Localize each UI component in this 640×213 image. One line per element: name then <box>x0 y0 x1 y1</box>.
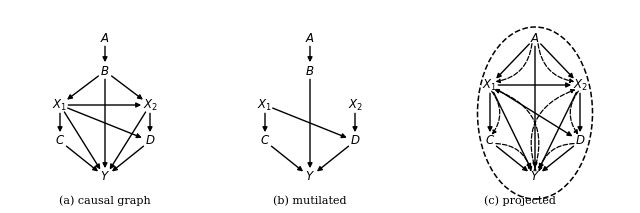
Text: $X_1$: $X_1$ <box>52 98 67 112</box>
Text: $B$: $B$ <box>305 65 315 78</box>
Text: $X_1$: $X_1$ <box>483 78 497 93</box>
Text: $A$: $A$ <box>100 32 110 45</box>
Text: $C$: $C$ <box>485 134 495 147</box>
Text: $D$: $D$ <box>145 134 156 147</box>
Text: $D$: $D$ <box>575 134 585 147</box>
Text: $X_2$: $X_2$ <box>143 98 157 112</box>
Text: $Y$: $Y$ <box>305 170 315 184</box>
Text: $Y$: $Y$ <box>100 170 110 184</box>
Text: $D$: $D$ <box>349 134 360 147</box>
Text: (c) projected: (c) projected <box>484 196 556 206</box>
Text: $X_2$: $X_2$ <box>573 78 588 93</box>
Text: $C$: $C$ <box>260 134 270 147</box>
Text: (b) mutilated: (b) mutilated <box>273 196 347 206</box>
Text: (a) causal graph: (a) causal graph <box>59 196 151 206</box>
Text: $A$: $A$ <box>530 32 540 45</box>
Text: $C$: $C$ <box>55 134 65 147</box>
Text: $X_1$: $X_1$ <box>257 98 273 112</box>
Text: $A$: $A$ <box>305 32 315 45</box>
Text: $Y$: $Y$ <box>530 170 540 184</box>
Text: $X_2$: $X_2$ <box>348 98 362 112</box>
Text: $B$: $B$ <box>100 65 109 78</box>
